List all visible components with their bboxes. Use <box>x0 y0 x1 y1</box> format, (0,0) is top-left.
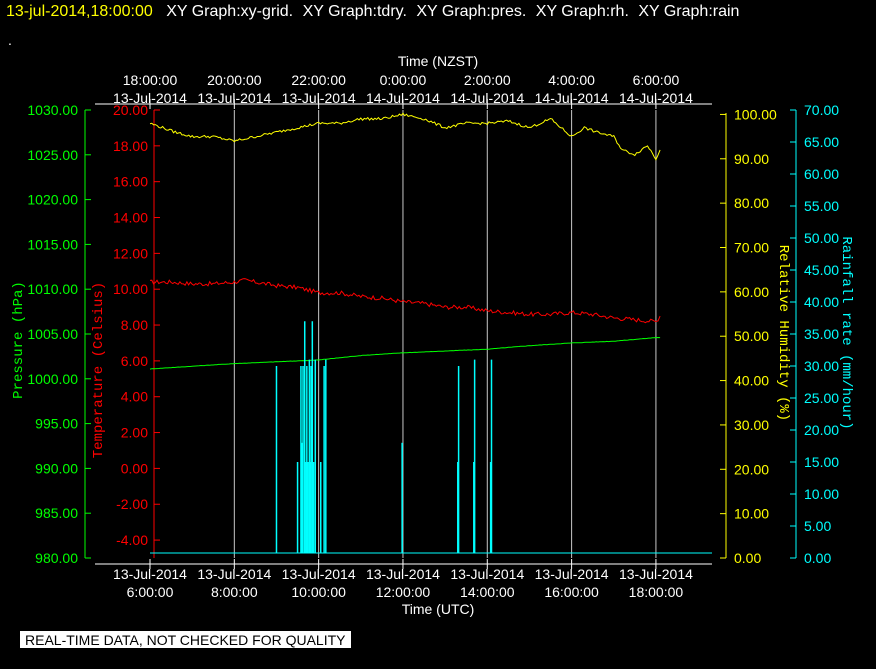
bottom-tick-time-5: 16:00:00 <box>544 584 599 600</box>
bottom-tick-time-0: 6:00:00 <box>127 584 174 600</box>
series-line-tdry <box>149 278 661 324</box>
rain-tick-label-11: 55.00 <box>804 198 839 214</box>
stray-mark: . <box>8 32 12 48</box>
series-line-rh <box>149 112 661 161</box>
bottom-tick-date-5: 13-Jul-2014 <box>535 566 609 582</box>
rain-tick-label-3: 15.00 <box>804 454 839 470</box>
bottom-tick-date-0: 13-Jul-2014 <box>113 566 187 582</box>
humidity-tick-label-3: 30.00 <box>734 417 769 433</box>
top-tick-date-0: 13-Jul-2014 <box>113 90 187 106</box>
pressure-tick-label-8: 1020.00 <box>27 192 78 208</box>
humidity-tick-label-10: 100.00 <box>734 106 777 122</box>
graph-header: 13-jul-2014,18:00:00 XY Graph:xy-grid. X… <box>6 3 739 21</box>
bottom-tick-date-4: 13-Jul-2014 <box>450 566 524 582</box>
bottom-tick-time-4: 14:00:00 <box>460 584 515 600</box>
humidity-tick-label-2: 20.00 <box>734 461 769 477</box>
humidity-tick-label-6: 60.00 <box>734 284 769 300</box>
temperature-tick-label-5: 6.00 <box>121 353 148 369</box>
top-tick-time-4: 2:00:00 <box>464 72 511 88</box>
rain-tick-label-13: 65.00 <box>804 134 839 150</box>
pressure-tick-label-4: 1000.00 <box>27 371 78 387</box>
temperature-tick-label-10: 16.00 <box>113 174 148 190</box>
rain-tick-label-1: 5.00 <box>804 518 831 534</box>
temperature-tick-label-2: 0.00 <box>121 460 148 476</box>
pressure-tick-label-3: 995.00 <box>35 416 78 432</box>
humidity-tick-label-8: 80.00 <box>734 195 769 211</box>
temperature-tick-label-4: 4.00 <box>121 389 148 405</box>
bottom-tick-date-6: 13-Jul-2014 <box>619 566 693 582</box>
rain-tick-label-6: 30.00 <box>804 358 839 374</box>
header-graph-4: XY Graph:rain <box>638 3 740 20</box>
temperature-tick-label-9: 14.00 <box>113 210 148 226</box>
bottom-tick-time-3: 12:00:00 <box>376 584 431 600</box>
rain-tick-label-4: 20.00 <box>804 422 839 438</box>
temperature-tick-label-8: 12.00 <box>113 245 148 261</box>
bottom-tick-time-2: 10:00:00 <box>291 584 346 600</box>
rain-tick-label-12: 60.00 <box>804 166 839 182</box>
temperature-tick-label-3: 2.00 <box>121 425 148 441</box>
humidity-tick-label-5: 50.00 <box>734 328 769 344</box>
top-tick-time-5: 4:00:00 <box>548 72 595 88</box>
rain-tick-label-7: 35.00 <box>804 326 839 342</box>
header-graph-1: XY Graph:tdry. <box>302 3 407 20</box>
pressure-tick-label-6: 1010.00 <box>27 281 78 297</box>
humidity-axis-title: Relative Humidity (%) <box>775 245 791 421</box>
pressure-tick-label-1: 985.00 <box>35 505 78 521</box>
top-tick-date-6: 14-Jul-2014 <box>619 90 693 106</box>
pressure-tick-label-10: 1030.00 <box>27 102 78 118</box>
pressure-tick-label-0: 980.00 <box>35 550 78 566</box>
series-line-pres <box>149 336 661 370</box>
bottom-tick-time-6: 18:00:00 <box>629 584 684 600</box>
top-tick-date-4: 14-Jul-2014 <box>450 90 524 106</box>
pressure-tick-label-7: 1015.00 <box>27 236 78 252</box>
pressure-tick-label-5: 1005.00 <box>27 326 78 342</box>
temperature-axis-title: Temperature (Celsius) <box>91 282 107 458</box>
top-tick-time-0: 18:00:00 <box>123 72 178 88</box>
rain-tick-label-5: 25.00 <box>804 390 839 406</box>
temperature-tick-label-12: 20.00 <box>113 102 148 118</box>
rain-tick-label-2: 10.00 <box>804 486 839 502</box>
temperature-tick-label-6: 8.00 <box>121 317 148 333</box>
bottom-tick-date-3: 13-Jul-2014 <box>366 566 440 582</box>
header-datetime: 13-jul-2014,18:00:00 <box>6 3 153 20</box>
rain-axis-title: Rainfall rate (mm/hour) <box>838 236 854 429</box>
quality-disclaimer: REAL-TIME DATA, NOT CHECKED FOR QUALITY <box>20 631 352 648</box>
bottom-tick-date-1: 13-Jul-2014 <box>197 566 271 582</box>
header-graph-3: XY Graph:rh. <box>535 3 629 20</box>
humidity-tick-label-9: 90.00 <box>734 151 769 167</box>
temperature-tick-label-7: 10.00 <box>113 281 148 297</box>
top-tick-time-6: 6:00:00 <box>633 72 680 88</box>
rain-tick-label-10: 50.00 <box>804 230 839 246</box>
temperature-tick-label-11: 18.00 <box>113 138 148 154</box>
header-graph-0: XY Graph:xy-grid. <box>166 3 294 20</box>
header-graph-2: XY Graph:pres. <box>416 3 527 20</box>
pressure-axis-title: Pressure (hPa) <box>11 281 27 399</box>
humidity-tick-label-4: 40.00 <box>734 373 769 389</box>
bottom-tick-time-1: 8:00:00 <box>211 584 258 600</box>
humidity-tick-label-7: 70.00 <box>734 240 769 256</box>
pressure-tick-label-2: 990.00 <box>35 460 78 476</box>
rain-tick-label-0: 0.00 <box>804 550 831 566</box>
rain-tick-label-8: 40.00 <box>804 294 839 310</box>
temperature-tick-label-0: -4.00 <box>116 532 148 548</box>
bottom-axis-label: Time (UTC) <box>402 601 475 617</box>
top-tick-time-2: 22:00:00 <box>291 72 346 88</box>
top-tick-date-5: 14-Jul-2014 <box>535 90 609 106</box>
pressure-tick-label-9: 1025.00 <box>27 147 78 163</box>
top-axis-label: Time (NZST) <box>398 53 478 69</box>
top-tick-time-3: 0:00:00 <box>380 72 427 88</box>
rain-tick-label-14: 70.00 <box>804 102 839 118</box>
top-tick-time-1: 20:00:00 <box>207 72 262 88</box>
rain-tick-label-9: 45.00 <box>804 262 839 278</box>
top-tick-date-3: 14-Jul-2014 <box>366 90 440 106</box>
top-tick-date-1: 13-Jul-2014 <box>197 90 271 106</box>
temperature-tick-label-1: -2.00 <box>116 496 148 512</box>
top-tick-date-2: 13-Jul-2014 <box>282 90 356 106</box>
bottom-tick-date-2: 13-Jul-2014 <box>282 566 356 582</box>
humidity-tick-label-0: 0.00 <box>734 550 761 566</box>
humidity-tick-label-1: 10.00 <box>734 506 769 522</box>
